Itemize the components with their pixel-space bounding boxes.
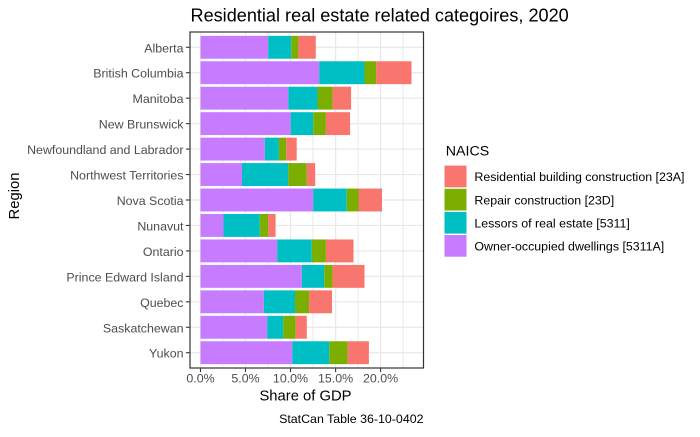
svg-text:Share of GDP: Share of GDP: [259, 389, 351, 405]
svg-text:Saskatchewan: Saskatchewan: [103, 321, 184, 335]
svg-text:20.0%: 20.0%: [363, 371, 398, 385]
svg-text:Northwest Territories: Northwest Territories: [70, 169, 183, 183]
svg-text:Nova Scotia: Nova Scotia: [117, 194, 184, 208]
svg-text:Ontario: Ontario: [143, 245, 184, 259]
svg-text:Repair construction [23D]: Repair construction [23D]: [474, 193, 614, 207]
svg-text:Residential real estate relate: Residential real estate related categoir…: [191, 6, 569, 26]
svg-text:Owner-occupied dwellings [5311: Owner-occupied dwellings [5311A]: [474, 239, 664, 253]
svg-text:15.0%: 15.0%: [318, 371, 353, 385]
svg-text:Nunavut: Nunavut: [137, 219, 184, 233]
svg-text:Manitoba: Manitoba: [133, 92, 184, 106]
svg-text:Region: Region: [7, 173, 23, 220]
svg-text:0.0%: 0.0%: [186, 371, 214, 385]
svg-text:British Columbia: British Columbia: [93, 67, 183, 81]
svg-text:NAICS: NAICS: [446, 144, 489, 160]
svg-text:Lessors of real estate [5311]: Lessors of real estate [5311]: [474, 216, 629, 230]
svg-text:Quebec: Quebec: [140, 296, 183, 310]
svg-text:Alberta: Alberta: [144, 41, 183, 55]
svg-text:10.0%: 10.0%: [273, 371, 308, 385]
svg-text:Residential building construct: Residential building construction [23A]: [474, 170, 684, 184]
svg-text:5.0%: 5.0%: [231, 371, 259, 385]
svg-text:New Brunswick: New Brunswick: [99, 118, 184, 132]
svg-text:Newfoundland and Labrador: Newfoundland and Labrador: [27, 143, 183, 157]
svg-text:StatCan Table 36-10-0402: StatCan Table 36-10-0402: [279, 412, 424, 426]
svg-text:Prince Edward Island: Prince Edward Island: [66, 270, 183, 284]
svg-text:Yukon: Yukon: [149, 347, 184, 361]
